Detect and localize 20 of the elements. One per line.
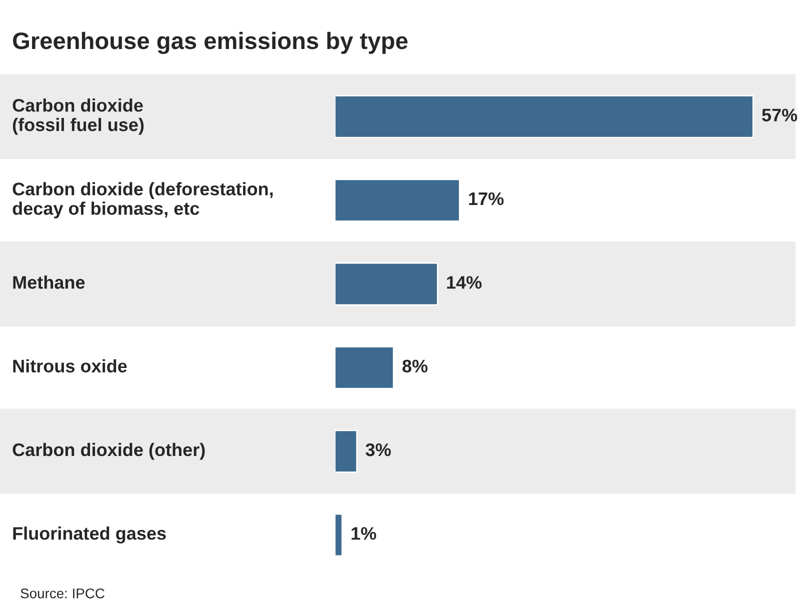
y-tick-label: Nitrous oxide	[13, 359, 127, 372]
source-note: Source: IPCC	[20, 588, 104, 598]
data-label: 8%	[402, 360, 428, 372]
chart-title: Greenhouse gas emissions by type	[13, 32, 408, 54]
y-tick-label: Fluorinated gases	[13, 526, 166, 544]
y-tick-label: Methane	[13, 276, 85, 289]
bar	[334, 95, 754, 138]
y-tick-label: Carbon dioxide (other)	[12, 442, 205, 460]
data-label: 17%	[469, 192, 504, 206]
data-label: 1%	[352, 527, 376, 540]
bar	[334, 262, 438, 306]
bar	[334, 513, 343, 557]
bar	[334, 430, 358, 473]
data-label: 57%	[762, 108, 798, 122]
y-tick-label: Carbon dioxide (fossil fuel use)	[12, 98, 144, 135]
bar	[334, 178, 460, 222]
bar	[334, 346, 394, 390]
data-label: 3%	[366, 443, 391, 456]
y-tick-label: Carbon dioxide (deforestation, decay of biomass, etc	[12, 182, 273, 218]
data-label: 14%	[447, 276, 482, 289]
